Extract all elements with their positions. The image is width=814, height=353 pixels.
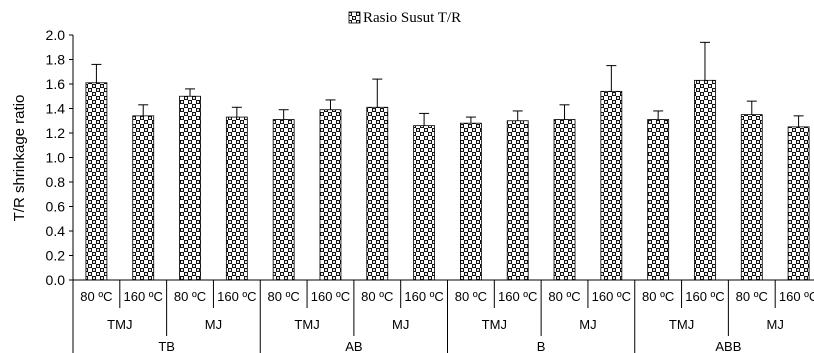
- error-bar: [653, 110, 664, 120]
- x-supergroup-label: B: [537, 339, 546, 353]
- x-tick-label: 80 ºC: [174, 289, 206, 304]
- error-bar: [325, 99, 336, 110]
- x-tick-label: 160 ºC: [779, 289, 814, 304]
- error-bars: [91, 41, 804, 127]
- error-bar: [699, 41, 710, 81]
- y-tick-label: 0.0: [46, 272, 66, 288]
- x-tick-label: 80 ºC: [455, 289, 487, 304]
- x-supergroup-label: AB: [345, 339, 362, 353]
- x-tick-label: 160 ºC: [311, 289, 350, 304]
- x-group-label: TMJ: [294, 317, 319, 332]
- error-bar: [278, 109, 289, 120]
- bar: [132, 115, 155, 281]
- x-tick-label: 80 ºC: [548, 289, 580, 304]
- x-tick-label: 80 ºC: [361, 289, 393, 304]
- y-tick-label: 2.0: [46, 27, 66, 43]
- bar: [506, 120, 529, 281]
- x-group-label: TMJ: [482, 317, 507, 332]
- x-group-label: MJ: [767, 317, 784, 332]
- y-tick-label: 0.8: [46, 174, 66, 190]
- x-tick-label: 160 ºC: [498, 289, 537, 304]
- bars: [85, 79, 810, 281]
- x-tick-label: 160 ºC: [592, 289, 631, 304]
- x-group-label: MJ: [205, 317, 222, 332]
- y-tick-label: 1.4: [46, 101, 66, 117]
- bar: [225, 116, 248, 281]
- x-tick-label: 160 ºC: [123, 289, 162, 304]
- x-supergroup-label: ABB: [715, 339, 741, 353]
- bar: [787, 126, 810, 281]
- x-tick-label: 80 ºC: [80, 289, 112, 304]
- bar: [553, 119, 576, 281]
- bar: [413, 125, 435, 281]
- y-axis: 0.0 0.2 0.4 0.6 0.8 1.0 1.2 1.4 1.6 1.8 2.0: [46, 27, 74, 288]
- x-group-label: TMJ: [107, 317, 132, 332]
- error-bar: [185, 88, 196, 97]
- x-tick-label: 80 ºC: [642, 289, 674, 304]
- x-group-label: MJ: [579, 317, 596, 332]
- bar: [694, 79, 716, 281]
- y-tick-label: 1.2: [46, 125, 66, 141]
- error-bar: [372, 78, 383, 108]
- legend-label: Rasio Susut T/R: [363, 10, 461, 26]
- y-tick-label: 0.6: [46, 199, 66, 215]
- legend: Rasio Susut T/R: [348, 10, 461, 26]
- bar: [460, 122, 482, 281]
- error-bar: [138, 104, 149, 116]
- bar: [179, 95, 201, 281]
- y-tick-label: 1.0: [46, 150, 66, 166]
- y-tick-label: 0.4: [46, 223, 66, 239]
- x-tick-label: 160 ºC: [217, 289, 256, 304]
- bar: [366, 106, 389, 281]
- bar: [647, 119, 670, 281]
- y-axis-label: T/R shrinkage ratio: [11, 95, 28, 222]
- x-group-label: MJ: [392, 317, 409, 332]
- error-bar: [419, 112, 430, 126]
- y-tick-label: 0.2: [46, 248, 66, 264]
- x-group-label: TMJ: [669, 317, 694, 332]
- bar: [600, 90, 623, 281]
- x-tick-label: 80 ºC: [268, 289, 300, 304]
- x-tick-label: 80 ºC: [736, 289, 768, 304]
- x-tick-label: 160 ºC: [685, 289, 724, 304]
- y-tick-label: 1.8: [46, 52, 66, 68]
- error-bar: [793, 115, 804, 127]
- error-bar: [91, 63, 102, 83]
- legend-swatch: [348, 11, 361, 24]
- error-bar: [231, 106, 242, 118]
- bar: [272, 119, 295, 281]
- bar: [740, 114, 763, 281]
- bar: [319, 109, 342, 281]
- x-supergroup-label: TB: [158, 339, 175, 353]
- error-bar: [512, 110, 523, 121]
- error-bar: [559, 104, 570, 120]
- error-bar: [746, 100, 757, 115]
- x-axis: 80 ºC 160 ºC 80 ºC 160 ºC 80 ºC 160 ºC 80 ºC 16…: [72, 279, 814, 353]
- error-bar: [606, 65, 617, 92]
- y-tick-label: 1.6: [46, 76, 66, 92]
- error-bar: [465, 116, 476, 124]
- bar: [85, 82, 108, 281]
- x-tick-label: 160 ºC: [404, 289, 443, 304]
